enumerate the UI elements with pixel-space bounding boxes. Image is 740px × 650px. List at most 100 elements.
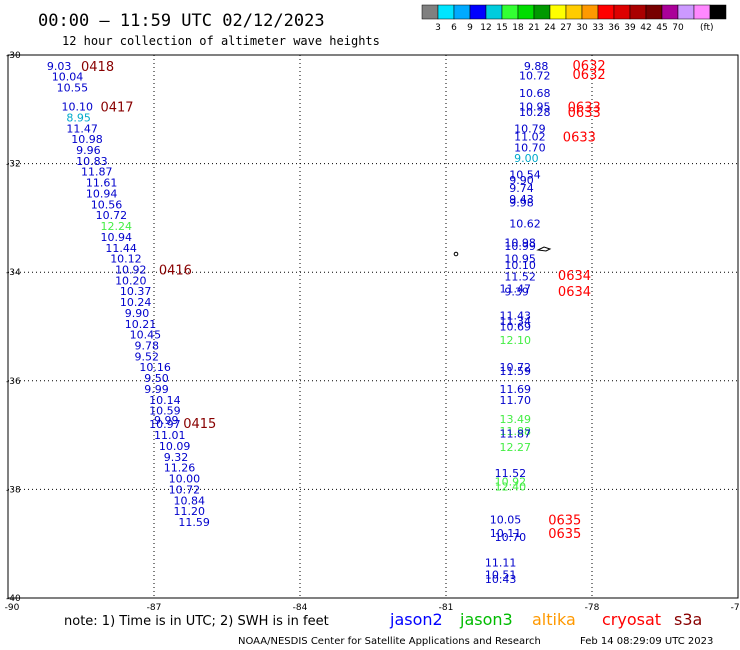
- pass-time-label: 0633: [568, 101, 601, 116]
- pass-time-label: 0633: [563, 130, 596, 145]
- pass-time-label: 0416: [159, 263, 192, 278]
- color-swatch: [597, 4, 615, 20]
- color-scale-label: 21: [528, 23, 539, 33]
- wave-height-label: 10.97: [149, 418, 181, 431]
- color-scale-legend: 3 6 9 12 15 18 21 24 27 30 33 36 39 42 45 70 (ft): [421, 4, 727, 33]
- wave-height-label: 10.69: [500, 321, 532, 334]
- lon-tick-label: -78: [585, 603, 600, 613]
- wave-height-label: 10.10: [504, 259, 536, 272]
- wave-height-label: 11.52: [495, 467, 526, 480]
- wave-height-label: 10.72: [500, 361, 532, 374]
- wave-height-label: 10.62: [509, 217, 541, 230]
- pass-time-label: 0634: [558, 285, 591, 300]
- color-scale-label: 33: [592, 23, 603, 33]
- wave-height-label: 11.43: [500, 310, 532, 323]
- color-swatch: [645, 4, 663, 20]
- wave-height-label: 11.26: [164, 462, 196, 475]
- wave-height-label: 11.87: [500, 427, 532, 440]
- wave-height-label: 11.01: [154, 429, 186, 442]
- wave-height-label: 11.59: [178, 516, 210, 529]
- wave-height-label: 11.52: [504, 271, 536, 284]
- wave-height-label: 11.61: [86, 177, 118, 190]
- wave-height-label: 10.92: [495, 475, 526, 488]
- wave-height-label: 11.87: [81, 166, 113, 179]
- satellite-legend: jason2 jason3 altika cryosat s3a: [389, 610, 702, 629]
- wave-height-label: 9.00: [514, 152, 539, 165]
- wave-height-label: 10.00: [169, 473, 201, 486]
- color-swatch: [549, 4, 567, 20]
- pass-time-label: 0635: [548, 527, 581, 542]
- wave-height-label: 10.98: [71, 133, 103, 146]
- wave-height-label: 10.84: [173, 494, 205, 507]
- lat-tick-label: -36: [6, 377, 21, 387]
- color-swatch: [453, 4, 471, 20]
- lon-tick-label: -84: [293, 603, 308, 613]
- color-swatch: [485, 4, 503, 20]
- pass-time-label: 0415: [183, 417, 216, 432]
- wave-height-label: 10.83: [76, 155, 108, 168]
- wave-height-label: 10.05: [490, 513, 522, 526]
- color-swatch: [581, 4, 599, 20]
- wave-height-label: 10.70: [495, 531, 526, 544]
- color-swatch: [693, 4, 711, 20]
- lat-tick-label: -34: [6, 268, 21, 278]
- satellite-legend-jason3: jason3: [459, 610, 513, 629]
- color-scale-label: 30: [576, 23, 588, 33]
- color-scale-label: 70: [672, 23, 684, 33]
- wave-height-label: 11.88: [500, 425, 532, 438]
- pass-time-label: 0634: [558, 269, 591, 284]
- lat-tick-label: -40: [6, 594, 21, 604]
- wave-height-label: 9.90: [125, 307, 150, 320]
- color-scale-label: 9: [467, 23, 473, 33]
- wave-height-label: 10.04: [52, 71, 84, 84]
- color-swatch: [469, 4, 487, 20]
- color-swatch: [613, 4, 631, 20]
- footer-note: note: 1) Time is in UTC; 2) SWH is in fe…: [64, 614, 329, 629]
- wave-height-label: 10.59: [149, 405, 181, 418]
- lat-tick-label: -32: [6, 160, 21, 170]
- wave-height-label: 8.95: [66, 111, 91, 124]
- wave-height-label: 10.45: [130, 329, 162, 342]
- color-swatch: [517, 4, 535, 20]
- wave-height-label: 9.96: [76, 144, 101, 157]
- lon-tick-label: -81: [439, 603, 454, 613]
- wave-height-values: 9.0310.0410.5510.108.9511.4710.989.9610.…: [47, 60, 551, 586]
- page-subtitle: 12 hour collection of altimeter wave hei…: [62, 34, 380, 48]
- wave-height-label: 10.21: [125, 318, 157, 331]
- color-scale-label: 15: [496, 23, 507, 33]
- islet-shape: [453, 251, 459, 257]
- wave-height-label: 12.27: [500, 441, 532, 454]
- wave-height-label: 9.03: [47, 60, 72, 73]
- wave-height-label: 9.39: [504, 286, 529, 299]
- lat-tick-label: -38: [6, 485, 21, 495]
- lon-tick-label: -75: [731, 603, 740, 613]
- wave-height-label: 12.10: [500, 334, 532, 347]
- wave-height-label: 10.72: [96, 209, 128, 222]
- satellite-legend-altika: altika: [532, 610, 576, 629]
- color-scale-unit: (ft): [700, 23, 714, 33]
- wave-height-label: 9.99: [154, 414, 179, 427]
- wave-height-label: 9.78: [135, 340, 160, 353]
- wave-height-label: 11.59: [500, 365, 532, 378]
- wave-height-label: 10.72: [169, 483, 201, 496]
- wave-height-label: 10.72: [519, 70, 551, 83]
- wave-height-label: 10.28: [519, 106, 551, 119]
- wave-height-label: 10.79: [514, 122, 546, 135]
- wave-height-label: 9.88: [524, 60, 549, 73]
- wave-height-label: 10.12: [110, 253, 142, 266]
- color-scale-label: 6: [451, 23, 457, 33]
- wave-height-label: 10.14: [149, 394, 181, 407]
- pass-time-label: 0635: [548, 513, 581, 528]
- color-scale-label: 3: [435, 23, 441, 33]
- pass-time-label: 0418: [81, 60, 114, 75]
- wave-height-label: 10.11: [490, 527, 522, 540]
- wave-height-label: 10.51: [485, 569, 517, 582]
- color-swatch: [565, 4, 583, 20]
- color-scale-label: 39: [624, 23, 636, 33]
- satellite-legend-cryosat: cryosat: [602, 610, 661, 629]
- color-swatch: [533, 4, 551, 20]
- graticule: [8, 55, 738, 598]
- wave-height-label: 9.90: [509, 174, 534, 187]
